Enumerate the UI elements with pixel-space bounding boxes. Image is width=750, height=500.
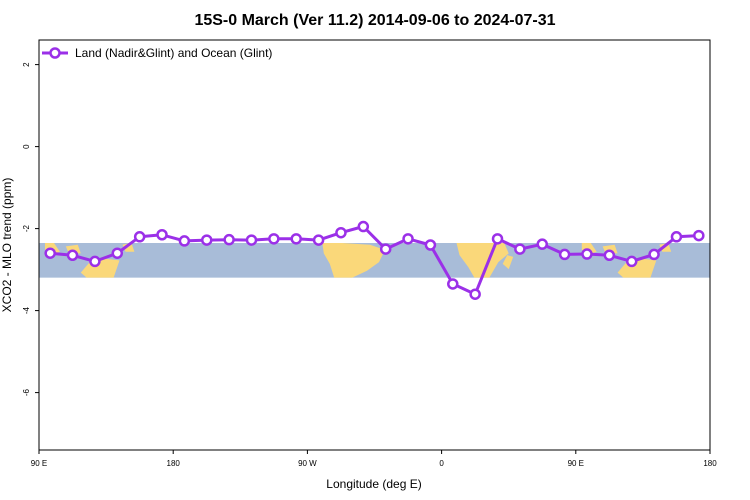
land-shape <box>456 242 509 278</box>
y-axis-label: XCO2 - MLO trend (ppm) <box>0 178 14 313</box>
y-tick-label: 0 <box>22 144 31 149</box>
data-point <box>178 235 191 247</box>
data-point <box>201 234 213 246</box>
data-point <box>536 238 548 250</box>
data-point <box>245 234 258 246</box>
data-point <box>491 233 504 245</box>
data-point <box>156 229 168 241</box>
land-shape <box>502 255 514 270</box>
data-point <box>89 255 101 268</box>
x-tick-label: 90 E <box>31 459 47 468</box>
data-point <box>603 249 616 261</box>
x-tick-label: 180 <box>703 459 717 468</box>
legend-marker <box>49 47 61 59</box>
data-point <box>670 231 683 243</box>
plot-frame <box>38 39 711 451</box>
x-axis-label: Longitude (deg E) <box>326 477 421 491</box>
map-band <box>39 242 710 278</box>
legend-label: Land (Nadir&Glint) and Ocean (Glint) <box>75 46 272 60</box>
data-point <box>625 255 638 268</box>
series-layer <box>44 220 705 300</box>
chart-title: 15S-0 March (Ver 11.2) 2014-09-06 to 202… <box>194 12 555 29</box>
y-tick-label: -4 <box>22 306 31 314</box>
data-point <box>66 249 79 261</box>
x-tick-label: 180 <box>167 459 181 468</box>
y-axis: 2 0 -2 -4 -6 <box>22 62 39 396</box>
y-tick-label: 2 <box>22 62 31 67</box>
data-point <box>424 239 437 251</box>
data-point <box>447 278 459 290</box>
data-point <box>44 247 56 259</box>
data-point <box>357 220 370 233</box>
x-tick-label: 90 E <box>568 459 584 468</box>
x-tick-label: 0 <box>439 459 444 468</box>
data-point <box>379 243 392 255</box>
x-axis: 90 E 180 90 W 0 90 E 180 <box>31 450 717 468</box>
land-shape <box>322 242 385 278</box>
data-point <box>693 229 705 242</box>
data-point <box>402 233 414 245</box>
data-point <box>335 226 347 239</box>
legend: Land (Nadir&Glint) and Ocean (Glint) <box>42 46 272 60</box>
data-point <box>268 233 280 245</box>
data-point <box>133 231 146 243</box>
data-point <box>469 288 481 300</box>
y-tick-label: -2 <box>22 224 31 232</box>
y-tick-label: -6 <box>22 388 31 396</box>
data-point <box>581 248 593 260</box>
data-point <box>648 248 660 261</box>
data-point <box>312 234 325 246</box>
data-point <box>290 233 302 245</box>
x-tick-label: 90 W <box>298 459 317 468</box>
data-point <box>111 247 124 259</box>
data-point <box>223 233 235 246</box>
data-point <box>514 243 526 255</box>
land-shape <box>122 242 135 252</box>
data-point <box>558 248 571 261</box>
